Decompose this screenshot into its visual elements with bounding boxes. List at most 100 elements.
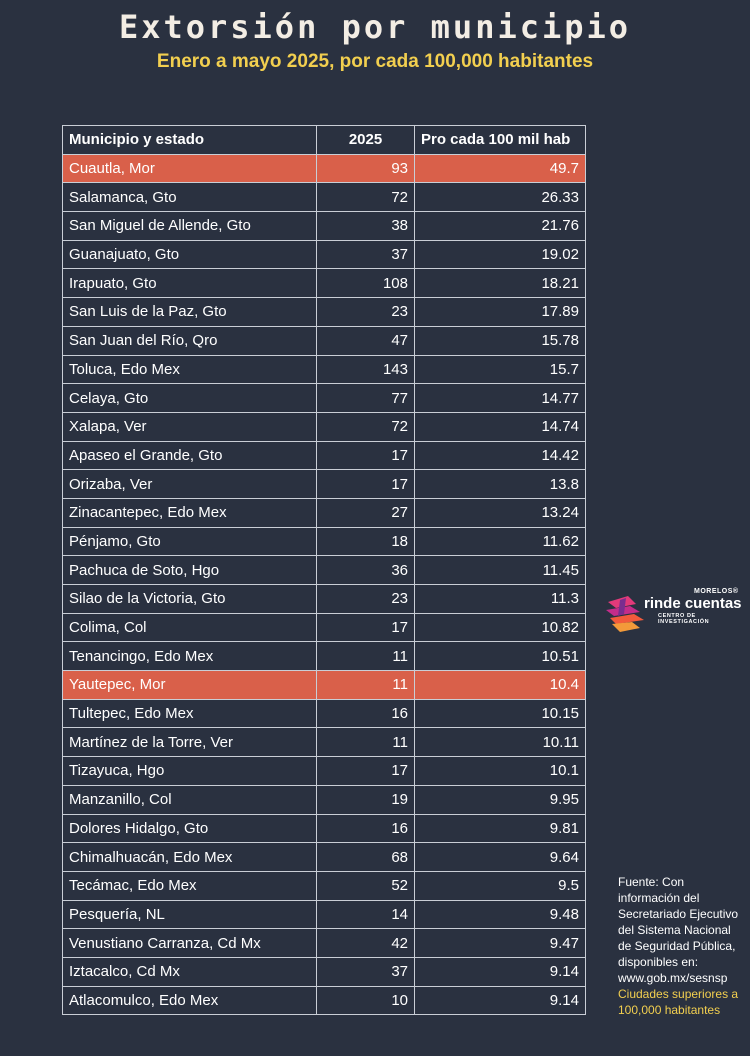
cell-municipio: Silao de la Victoria, Gto xyxy=(62,584,317,614)
table-row: Zinacantepec, Edo Mex 27 13.24 xyxy=(62,497,586,528)
cell-count: 16 xyxy=(316,698,415,729)
cell-municipio: Colima, Col xyxy=(62,612,317,643)
cell-municipio: Iztacalco, Cd Mx xyxy=(62,956,317,987)
cell-municipio: Chimalhuacán, Edo Mex xyxy=(62,842,317,872)
rinde-cuentas-logo: MORELOS® rinde cuentas CENTRO DE INVESTI… xyxy=(606,586,746,634)
cell-count: 10 xyxy=(316,985,415,1016)
cell-municipio: Zinacantepec, Edo Mex xyxy=(62,497,317,528)
logo-text-main: rinde cuentas xyxy=(644,595,742,612)
cell-count: 11 xyxy=(316,670,415,700)
table-row: Salamanca, Gto 72 26.33 xyxy=(62,182,586,213)
cell-count: 52 xyxy=(316,870,415,901)
cell-municipio: Manzanillo, Col xyxy=(62,784,317,815)
cell-count: 23 xyxy=(316,584,415,614)
cell-rate: 14.74 xyxy=(414,411,586,442)
logo-text-sub: CENTRO DE INVESTIGACIÓN xyxy=(658,613,710,625)
cell-count: 143 xyxy=(316,354,415,385)
extortion-table: Municipio y estado 2025 Pro cada 100 mil… xyxy=(62,125,586,1016)
cell-rate: 18.21 xyxy=(414,268,586,299)
cell-municipio: Xalapa, Ver xyxy=(62,411,317,442)
cell-count: 17 xyxy=(316,612,415,643)
cell-municipio: Irapuato, Gto xyxy=(62,268,317,299)
table-row: San Juan del Río, Qro 47 15.78 xyxy=(62,325,586,356)
table-body: Cuautla, Mor 93 49.7 Salamanca, Gto 72 26.33 S… xyxy=(62,153,586,1016)
cell-rate: 9.81 xyxy=(414,813,586,844)
page-subtitle: Enero a mayo 2025, por cada 100,000 habi… xyxy=(156,51,594,72)
cell-municipio: Pénjamo, Gto xyxy=(62,526,317,557)
cell-rate: 9.95 xyxy=(414,784,586,815)
cell-rate: 19.02 xyxy=(414,239,586,270)
cell-count: 23 xyxy=(316,297,415,327)
table-row: Manzanillo, Col 19 9.95 xyxy=(62,784,586,815)
cell-municipio: Apaseo el Grande, Gto xyxy=(62,440,317,471)
cell-rate: 26.33 xyxy=(414,182,586,213)
table-row: Cuautla, Mor 93 49.7 xyxy=(62,153,586,184)
page-title: Extorsión por municipio xyxy=(118,8,632,46)
cell-rate: 10.82 xyxy=(414,612,586,643)
table-row: Tecámac, Edo Mex 52 9.5 xyxy=(62,870,586,901)
cell-rate: 11.62 xyxy=(414,526,586,557)
cell-count: 77 xyxy=(316,383,415,413)
cell-count: 47 xyxy=(316,325,415,356)
cell-municipio: Dolores Hidalgo, Gto xyxy=(62,813,317,844)
header-year: 2025 xyxy=(316,125,415,155)
cell-count: 38 xyxy=(316,211,415,241)
cell-count: 11 xyxy=(316,727,415,758)
table-row: Dolores Hidalgo, Gto 16 9.81 xyxy=(62,813,586,844)
cell-count: 19 xyxy=(316,784,415,815)
cell-count: 68 xyxy=(316,842,415,872)
cell-municipio: Tultepec, Edo Mex xyxy=(62,698,317,729)
cell-rate: 9.14 xyxy=(414,985,586,1016)
cell-municipio: Pesquería, NL xyxy=(62,899,317,930)
folded-ribbon-logo-icon xyxy=(606,596,644,632)
cell-rate: 13.8 xyxy=(414,469,586,499)
table-row: Irapuato, Gto 108 18.21 xyxy=(62,268,586,299)
cell-count: 16 xyxy=(316,813,415,844)
table-row: Venustiano Carranza, Cd Mx 42 9.47 xyxy=(62,928,586,958)
cell-rate: 10.15 xyxy=(414,698,586,729)
table-row: Silao de la Victoria, Gto 23 11.3 xyxy=(62,584,586,614)
cell-rate: 9.5 xyxy=(414,870,586,901)
header-municipio: Municipio y estado xyxy=(62,125,317,155)
table-row: Tizayuca, Hgo 17 10.1 xyxy=(62,756,586,786)
cell-municipio: Toluca, Edo Mex xyxy=(62,354,317,385)
cell-municipio: Yautepec, Mor xyxy=(62,670,317,700)
cell-count: 17 xyxy=(316,469,415,499)
cell-count: 17 xyxy=(316,440,415,471)
table-row: Xalapa, Ver 72 14.74 xyxy=(62,411,586,442)
table-header-row: Municipio y estado 2025 Pro cada 100 mil… xyxy=(62,125,586,155)
cell-municipio: Tecámac, Edo Mex xyxy=(62,870,317,901)
cell-count: 72 xyxy=(316,411,415,442)
cell-municipio: Atlacomulco, Edo Mex xyxy=(62,985,317,1016)
cell-rate: 10.11 xyxy=(414,727,586,758)
cell-rate: 14.77 xyxy=(414,383,586,413)
table-row: Atlacomulco, Edo Mex 10 9.14 xyxy=(62,985,586,1016)
table-row: San Miguel de Allende, Gto 38 21.76 xyxy=(62,211,586,241)
cell-municipio: Celaya, Gto xyxy=(62,383,317,413)
cell-municipio: Pachuca de Soto, Hgo xyxy=(62,555,317,585)
cell-count: 37 xyxy=(316,239,415,270)
cell-municipio: Cuautla, Mor xyxy=(62,153,317,184)
table-row: Chimalhuacán, Edo Mex 68 9.64 xyxy=(62,842,586,872)
table-row: Iztacalco, Cd Mx 37 9.14 xyxy=(62,956,586,987)
cell-rate: 9.47 xyxy=(414,928,586,958)
cell-count: 36 xyxy=(316,555,415,585)
cell-rate: 14.42 xyxy=(414,440,586,471)
cell-municipio: Venustiano Carranza, Cd Mx xyxy=(62,928,317,958)
cell-count: 93 xyxy=(316,153,415,184)
cell-rate: 9.14 xyxy=(414,956,586,987)
table-row: Celaya, Gto 77 14.77 xyxy=(62,383,586,413)
cell-count: 42 xyxy=(316,928,415,958)
cell-count: 72 xyxy=(316,182,415,213)
source-note: Fuente: Con información del Secretariado… xyxy=(618,874,746,1018)
cell-municipio: Martínez de la Torre, Ver xyxy=(62,727,317,758)
cell-rate: 10.1 xyxy=(414,756,586,786)
cell-count: 27 xyxy=(316,497,415,528)
cell-count: 18 xyxy=(316,526,415,557)
table-row: Guanajuato, Gto 37 19.02 xyxy=(62,239,586,270)
cell-rate: 10.51 xyxy=(414,641,586,672)
cell-rate: 10.4 xyxy=(414,670,586,700)
cell-municipio: San Miguel de Allende, Gto xyxy=(62,211,317,241)
cell-municipio: Guanajuato, Gto xyxy=(62,239,317,270)
table-row: San Luis de la Paz, Gto 23 17.89 xyxy=(62,297,586,327)
